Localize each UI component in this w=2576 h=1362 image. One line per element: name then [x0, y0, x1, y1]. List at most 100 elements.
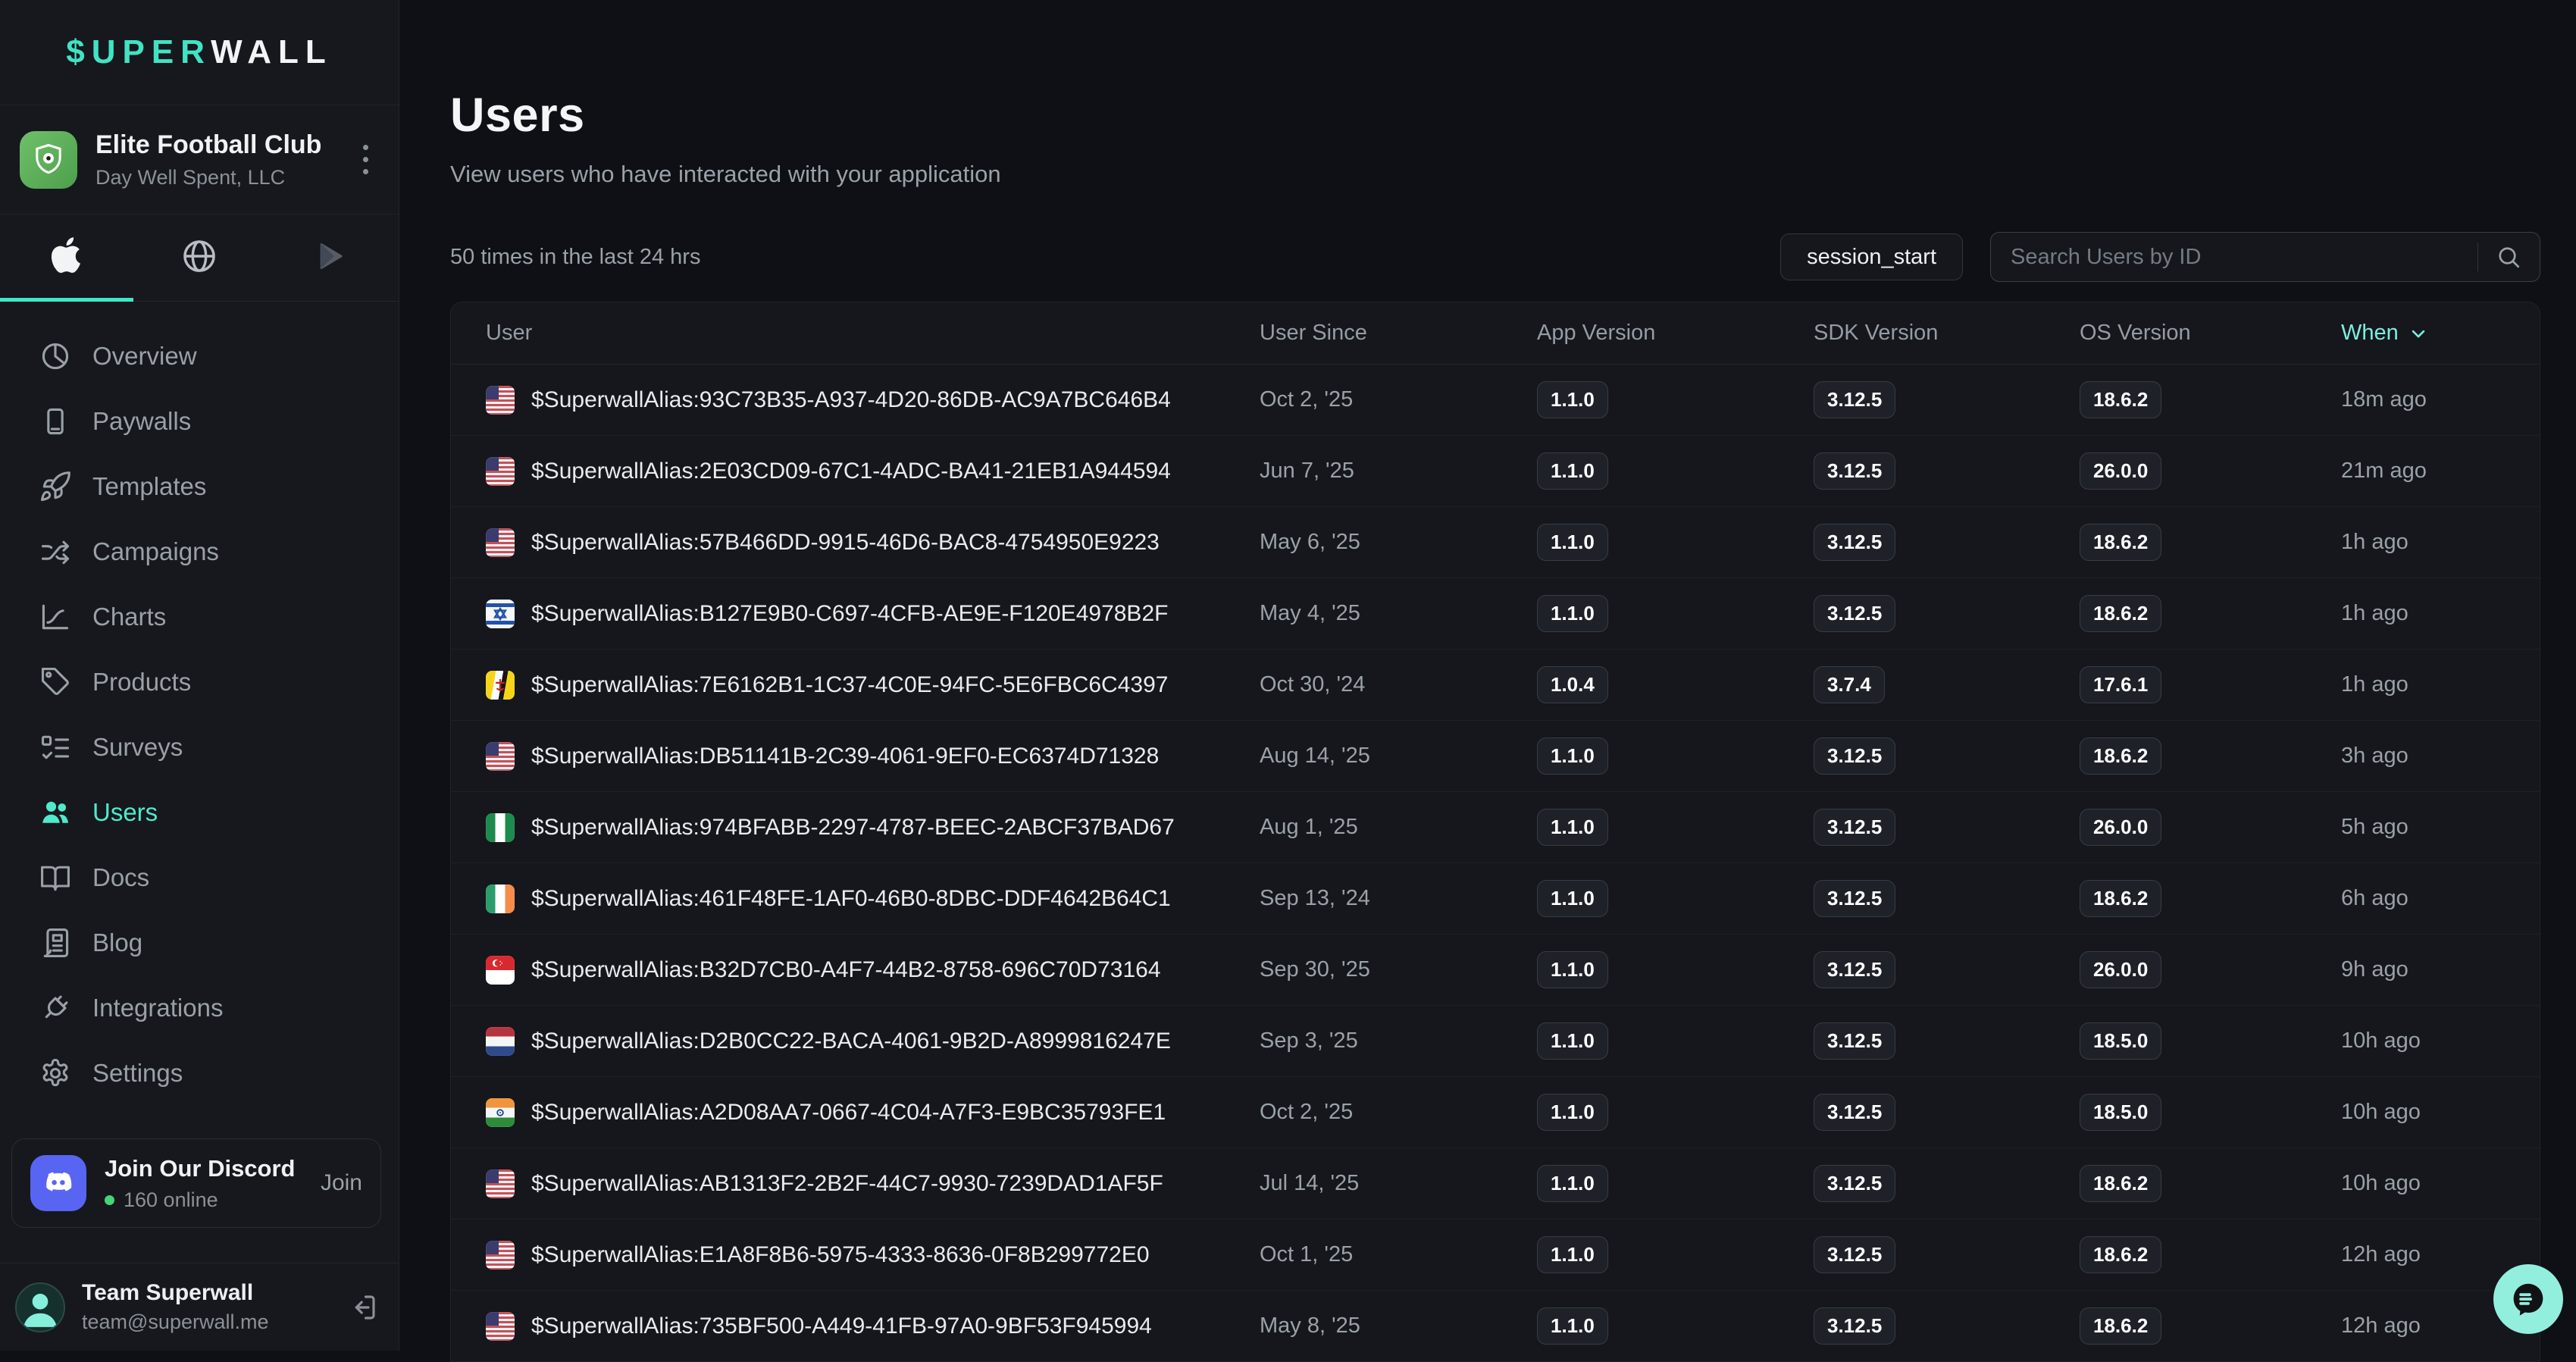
table-row[interactable]: $SuperwallAlias:7E6162B1-1C37-4C0E-94FC-… — [451, 650, 2540, 721]
sidebar-item-users[interactable]: Users — [0, 780, 399, 845]
platform-tab-google-play[interactable] — [266, 214, 399, 301]
table-row[interactable]: $SuperwallAlias:B32D7CB0-A4F7-44B2-8758-… — [451, 935, 2540, 1006]
os-version-cell: 26.0.0 — [2080, 951, 2341, 988]
table-row[interactable]: $SuperwallAlias:D2B0CC22-BACA-4061-9B2D-… — [451, 1006, 2540, 1077]
sidebar-item-overview[interactable]: Overview — [0, 324, 399, 389]
app-version-badge: 1.0.4 — [1537, 666, 1608, 703]
sdk-version-cell: 3.12.5 — [1814, 737, 2080, 775]
account-section: Team Superwall team@superwall.me — [0, 1263, 399, 1351]
active-tab-indicator — [0, 298, 133, 302]
user-cell: $SuperwallAlias:A2D08AA7-0667-4C04-A7F3-… — [486, 1097, 1260, 1127]
sidebar-menu: Overview Paywalls Templates Campaigns Charts… — [0, 302, 399, 1106]
table-row[interactable]: $SuperwallAlias:2E03CD09-67C1-4ADC-BA41-… — [451, 436, 2540, 507]
table-row[interactable]: $SuperwallAlias:E1A8F8B6-5975-4333-8636-… — [451, 1220, 2540, 1291]
sdk-version-badge: 3.12.5 — [1814, 381, 1896, 418]
sdk-version-cell: 3.12.5 — [1814, 381, 2080, 418]
discord-join-button[interactable]: Join — [320, 1170, 362, 1195]
sidebar-item-settings[interactable]: Settings — [0, 1041, 399, 1106]
sdk-version-cell: 3.12.5 — [1814, 1165, 2080, 1202]
sdk-version-cell: 3.12.5 — [1814, 1307, 2080, 1345]
flag-us-icon — [486, 385, 515, 415]
when-value: 21m ago — [2341, 459, 2427, 483]
sdk-version-badge: 3.12.5 — [1814, 1022, 1896, 1060]
google-play-icon — [315, 239, 349, 277]
app-version-cell: 1.1.0 — [1537, 809, 1814, 846]
user-alias: $SuperwallAlias:93C73B35-A937-4D20-86DB-… — [531, 387, 1171, 412]
table-row[interactable]: $SuperwallAlias:57B466DD-9915-46D6-BAC8-… — [451, 507, 2540, 578]
chat-fab-button[interactable] — [2493, 1264, 2563, 1334]
col-app-version[interactable]: App Version — [1537, 321, 1656, 345]
app-version-cell: 1.1.0 — [1537, 595, 1814, 632]
search-icon[interactable] — [2495, 243, 2522, 274]
flag-in-icon — [486, 1097, 515, 1127]
col-user[interactable]: User — [486, 321, 533, 345]
app-version-cell: 1.1.0 — [1537, 1094, 1814, 1131]
os-version-badge: 18.6.2 — [2080, 737, 2162, 775]
workspace-menu-icon[interactable] — [352, 137, 379, 182]
table-row[interactable]: $SuperwallAlias:974BFABB-2297-4787-BEEC-… — [451, 792, 2540, 863]
app-version-cell: 1.1.0 — [1537, 381, 1814, 418]
sdk-version-cell: 3.12.5 — [1814, 1022, 2080, 1060]
sdk-version-badge: 3.12.5 — [1814, 595, 1896, 632]
os-version-cell: 26.0.0 — [2080, 452, 2341, 490]
event-filter-button[interactable]: session_start — [1780, 233, 1963, 280]
col-os-version[interactable]: OS Version — [2080, 321, 2191, 345]
search-input[interactable] — [1990, 232, 2540, 282]
app-version-cell: 1.1.0 — [1537, 452, 1814, 490]
user-cell: $SuperwallAlias:B32D7CB0-A4F7-44B2-8758-… — [486, 955, 1260, 985]
globe-icon — [180, 236, 219, 280]
sdk-version-badge: 3.12.5 — [1814, 452, 1896, 490]
brand-logo: $UPERWALL — [0, 0, 399, 105]
workspace-selector[interactable]: Elite Football Club Day Well Spent, LLC — [0, 105, 399, 214]
sdk-version-badge: 3.7.4 — [1814, 666, 1885, 703]
flag-us-icon — [486, 1311, 515, 1341]
logout-icon[interactable] — [347, 1292, 379, 1323]
sidebar-item-surveys[interactable]: Surveys — [0, 715, 399, 780]
table-row[interactable]: $SuperwallAlias:461F48FE-1AF0-46B0-8DBC-… — [451, 863, 2540, 935]
sidebar-item-blog[interactable]: Blog — [0, 910, 399, 975]
os-version-cell: 26.0.0 — [2080, 809, 2341, 846]
table-row[interactable]: $SuperwallAlias:B127E9B0-C697-4CFB-AE9E-… — [451, 578, 2540, 650]
user-alias: $SuperwallAlias:2E03CD09-67C1-4ADC-BA41-… — [531, 458, 1171, 484]
sidebar-item-label: Blog — [92, 928, 143, 957]
table-row[interactable]: $SuperwallAlias:735BF500-A449-41FB-97A0-… — [451, 1291, 2540, 1362]
app-version-cell: 1.1.0 — [1537, 951, 1814, 988]
user-since: Oct 2, '25 — [1260, 1100, 1354, 1124]
col-when[interactable]: When — [2341, 321, 2509, 346]
user-since: May 8, '25 — [1260, 1313, 1360, 1338]
table-row[interactable]: $SuperwallAlias:DB51141B-2C39-4061-9EF0-… — [451, 721, 2540, 792]
table-row[interactable]: $SuperwallAlias:93C73B35-A937-4D20-86DB-… — [451, 365, 2540, 436]
os-version-cell: 18.6.2 — [2080, 595, 2341, 632]
sdk-version-badge: 3.12.5 — [1814, 1236, 1896, 1273]
app-version-badge: 1.1.0 — [1537, 595, 1608, 632]
sidebar-item-templates[interactable]: Templates — [0, 454, 399, 519]
platform-tab-globe[interactable] — [133, 214, 265, 301]
sidebar-item-paywalls[interactable]: Paywalls — [0, 389, 399, 454]
app-version-badge: 1.1.0 — [1537, 1094, 1608, 1131]
table-row[interactable]: $SuperwallAlias:A2D08AA7-0667-4C04-A7F3-… — [451, 1077, 2540, 1148]
user-since: Aug 1, '25 — [1260, 815, 1358, 839]
platform-tab-apple[interactable] — [0, 214, 133, 301]
col-sdk-version[interactable]: SDK Version — [1814, 321, 1939, 345]
sidebar-item-docs[interactable]: Docs — [0, 845, 399, 910]
os-version-cell: 18.6.2 — [2080, 1307, 2341, 1345]
app-version-badge: 1.1.0 — [1537, 1022, 1608, 1060]
col-user-since[interactable]: User Since — [1260, 321, 1367, 345]
app-version-badge: 1.1.0 — [1537, 880, 1608, 917]
sdk-version-badge: 3.12.5 — [1814, 880, 1896, 917]
blog-icon — [38, 925, 73, 960]
user-alias: $SuperwallAlias:AB1313F2-2B2F-44C7-9930-… — [531, 1170, 1163, 1196]
sidebar-item-charts[interactable]: Charts — [0, 584, 399, 650]
when-value: 1h ago — [2341, 672, 2409, 697]
os-version-badge: 18.6.2 — [2080, 880, 2162, 917]
app-version-cell: 1.0.4 — [1537, 666, 1814, 703]
users-icon — [38, 795, 73, 830]
sidebar-item-campaigns[interactable]: Campaigns — [0, 519, 399, 584]
sdk-version-cell: 3.12.5 — [1814, 809, 2080, 846]
user-alias: $SuperwallAlias:B127E9B0-C697-4CFB-AE9E-… — [531, 600, 1169, 626]
os-version-badge: 18.6.2 — [2080, 1236, 2162, 1273]
table-row[interactable]: $SuperwallAlias:AB1313F2-2B2F-44C7-9930-… — [451, 1148, 2540, 1220]
sidebar-item-integrations[interactable]: Integrations — [0, 975, 399, 1041]
discord-card[interactable]: Join Our Discord 160 online Join — [11, 1138, 381, 1228]
sidebar-item-products[interactable]: Products — [0, 650, 399, 715]
